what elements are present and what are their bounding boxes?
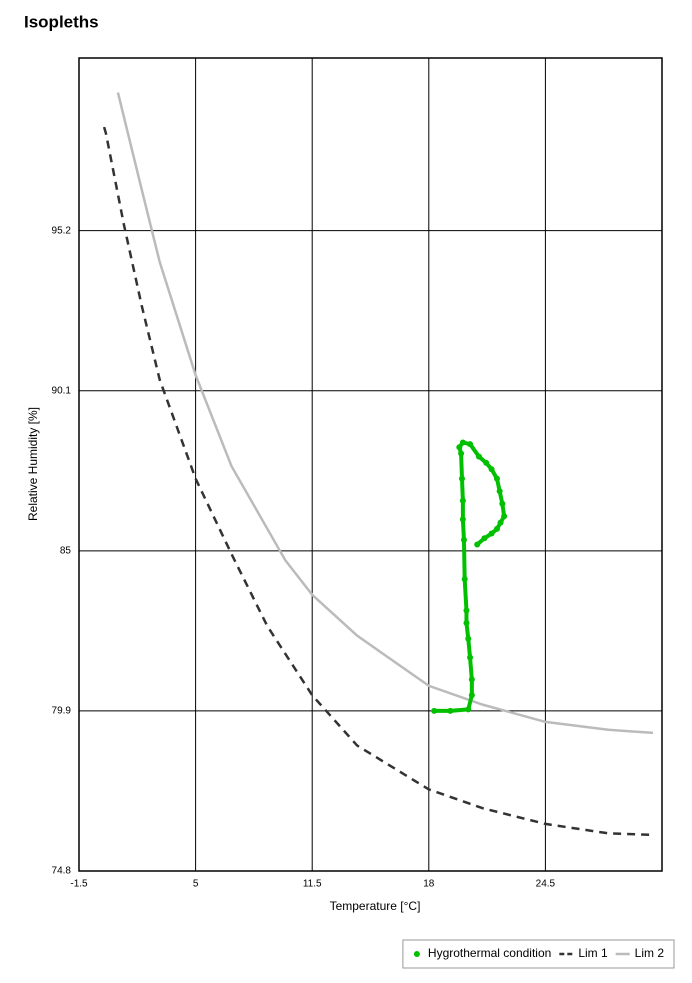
y-tick-label: 90.1 [52, 385, 72, 396]
x-tick-label: 11.5 [303, 879, 322, 890]
legend-label: Hygrothermal condition [428, 946, 551, 960]
chart-title: Isopleths [24, 12, 99, 31]
data-point [463, 607, 470, 614]
data-point [465, 635, 472, 642]
legend-item: Hygrothermal condition [413, 946, 551, 960]
data-point [465, 706, 472, 713]
series-line [434, 440, 507, 713]
data-point [467, 441, 474, 448]
data-point [483, 459, 490, 466]
data-point [458, 475, 465, 482]
data-point [493, 525, 500, 532]
data-point [481, 535, 488, 542]
data-point [456, 444, 463, 451]
data-point [467, 654, 474, 661]
series-line [102, 126, 654, 837]
data-point [501, 513, 508, 520]
x-axis-label: Temperature [°C] [330, 899, 421, 913]
x-tick-label: -1.5 [70, 879, 88, 890]
x-tick-label: 18 [423, 879, 435, 890]
y-tick-label: 74.8 [52, 866, 72, 877]
legend-label: Lim 1 [578, 946, 608, 960]
data-point [458, 450, 465, 457]
data-point [459, 497, 466, 504]
data-point [488, 466, 495, 473]
data-point [463, 620, 470, 627]
data-point [499, 500, 506, 507]
data-point [476, 453, 483, 460]
data-point [431, 707, 438, 714]
legend-symbol [413, 951, 420, 957]
data-point [447, 707, 454, 714]
legend-label: Lim 2 [635, 946, 665, 960]
legend: Hygrothermal condition Lim 1 Lim 2 [402, 939, 675, 969]
data-point [496, 488, 503, 495]
data-point [497, 519, 504, 526]
data-point [460, 536, 467, 543]
data-point [468, 692, 475, 699]
series-line [116, 92, 654, 735]
data-point [468, 676, 475, 683]
y-tick-label: 95.2 [52, 225, 72, 236]
x-tick-label: 5 [193, 879, 199, 890]
data-point [459, 439, 466, 446]
data-point [459, 516, 466, 523]
y-tick-label: 79.9 [52, 706, 72, 717]
data-point [493, 475, 500, 482]
data-point [474, 541, 481, 548]
y-tick-label: 85 [60, 545, 72, 556]
legend-item: Lim 2 [615, 946, 665, 960]
legend-item: Lim 1 [559, 946, 608, 960]
y-axis-label: Relative Humidity [%] [26, 407, 40, 521]
x-tick-label: 24.5 [536, 879, 556, 890]
data-point [461, 576, 468, 583]
data-point [488, 530, 495, 537]
plot-border [78, 57, 663, 872]
